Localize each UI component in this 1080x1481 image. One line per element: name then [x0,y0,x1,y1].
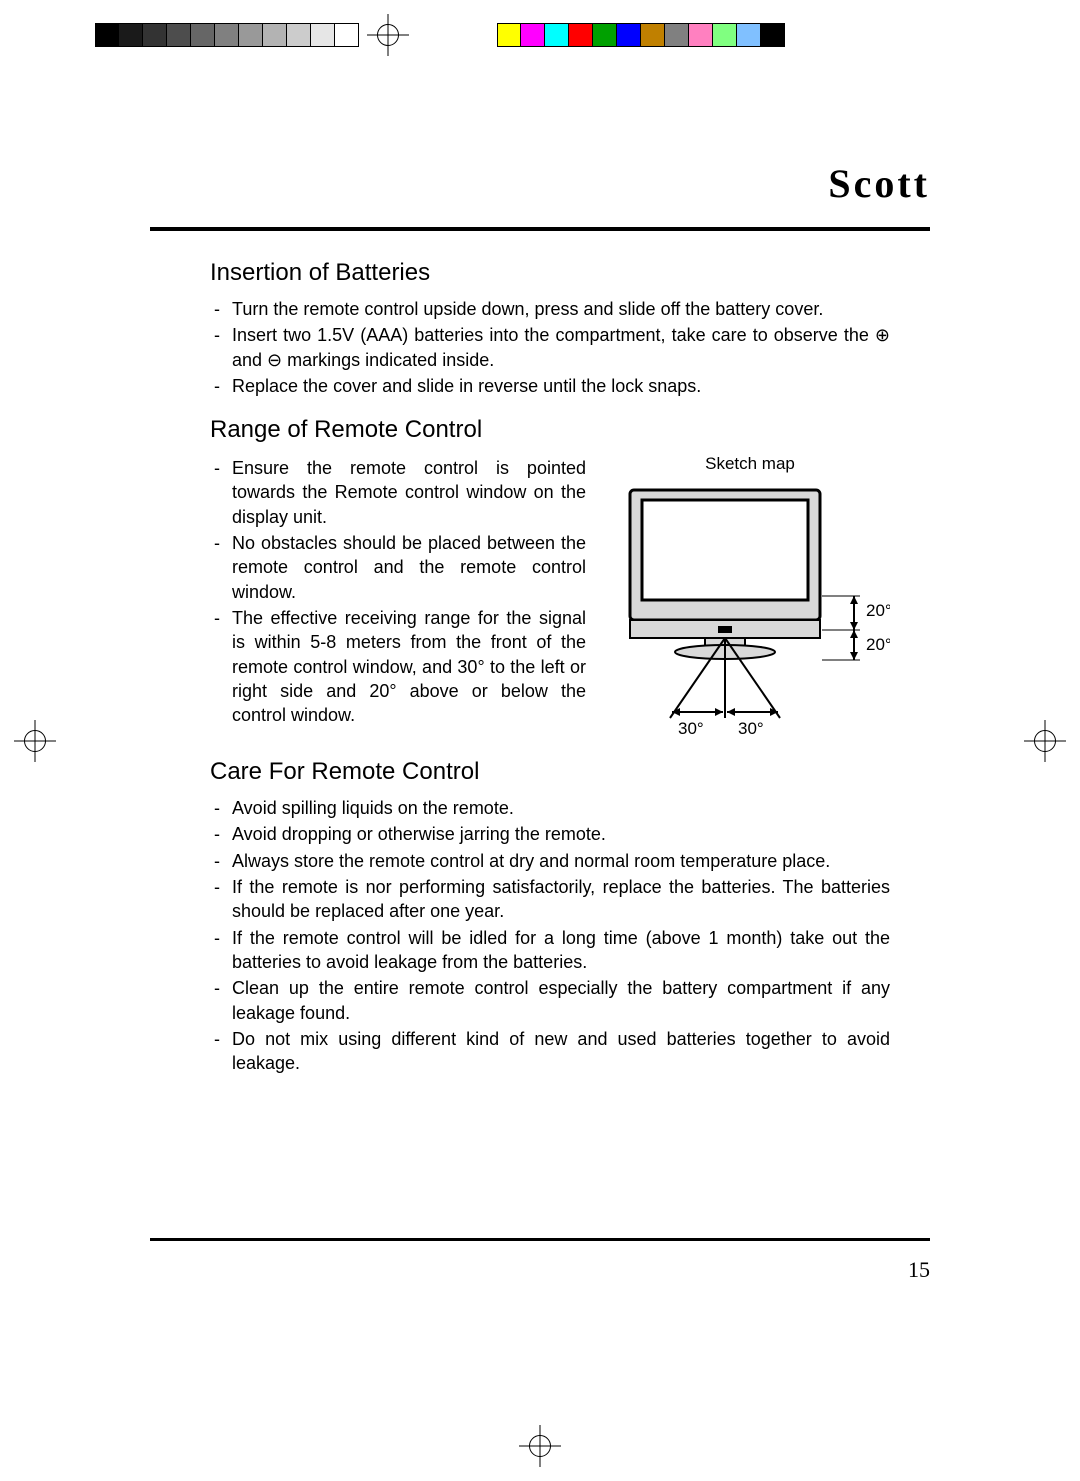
color-swatch [737,23,761,47]
svg-text:30°: 30° [678,719,704,738]
page-frame: Scott Insertion of Batteries Turn the re… [150,160,930,1291]
color-swatch [311,23,335,47]
list-item: If the remote is nor performing satisfac… [210,875,890,924]
color-swatch [335,23,359,47]
care-list: Avoid spilling liquids on the remote.Avo… [210,796,890,1075]
color-swatch [689,23,713,47]
section-title-insertion: Insertion of Batteries [210,259,890,287]
list-item: No obstacles should be placed between th… [210,531,586,604]
list-item: If the remote control will be idled for … [210,926,890,975]
sketch-label: Sketch map [610,454,890,474]
color-swatch [191,23,215,47]
list-item: Turn the remote control upside down, pre… [210,297,890,321]
registration-top [0,15,1080,55]
svg-text:20°: 20° [866,635,890,654]
crosshair-icon [1030,726,1060,756]
header-rule [150,227,930,231]
color-swatch [119,23,143,47]
svg-text:20°: 20° [866,601,890,620]
page-number: 15 [908,1257,930,1283]
range-list: Ensure the remote control is pointed tow… [210,456,586,727]
list-item: Clean up the entire remote control espec… [210,976,890,1025]
crosshair-icon [525,1431,555,1461]
list-item: Always store the remote control at dry a… [210,849,890,873]
color-swatch [143,23,167,47]
list-item: Do not mix using different kind of new a… [210,1027,890,1076]
color-swatch [215,23,239,47]
list-item: Avoid dropping or otherwise jarring the … [210,822,890,846]
color-swatch [713,23,737,47]
color-swatch [263,23,287,47]
list-item: Insert two 1.5V (AAA) batteries into the… [210,323,890,372]
insertion-list: Turn the remote control upside down, pre… [210,297,890,398]
color-swatch [287,23,311,47]
color-strip [497,23,785,47]
color-swatch [593,23,617,47]
list-item: Avoid spilling liquids on the remote. [210,796,890,820]
tv-angle-diagram: 20° 20° 30° 30° [610,480,890,740]
grayscale-strip [95,23,359,47]
color-swatch [521,23,545,47]
svg-text:30°: 30° [738,719,764,738]
list-item: The effective receiving range for the si… [210,606,586,727]
color-swatch [239,23,263,47]
color-swatch [167,23,191,47]
color-swatch [641,23,665,47]
section-title-care: Care For Remote Control [210,758,890,786]
crosshair-icon [20,726,50,756]
content-body: Insertion of Batteries Turn the remote c… [150,259,930,1075]
registration-bottom [0,1426,1080,1466]
crosshair-icon [373,20,403,50]
list-item: Replace the cover and slide in reverse u… [210,374,890,398]
section-title-range: Range of Remote Control [210,416,890,444]
color-swatch [545,23,569,47]
color-swatch [617,23,641,47]
brand-logo: Scott [150,160,930,207]
color-swatch [95,23,119,47]
sketch-map: Sketch map [610,454,890,740]
color-swatch [665,23,689,47]
color-swatch [569,23,593,47]
color-swatch [497,23,521,47]
color-swatch [761,23,785,47]
footer-rule [150,1238,930,1241]
list-item: Ensure the remote control is pointed tow… [210,456,586,529]
